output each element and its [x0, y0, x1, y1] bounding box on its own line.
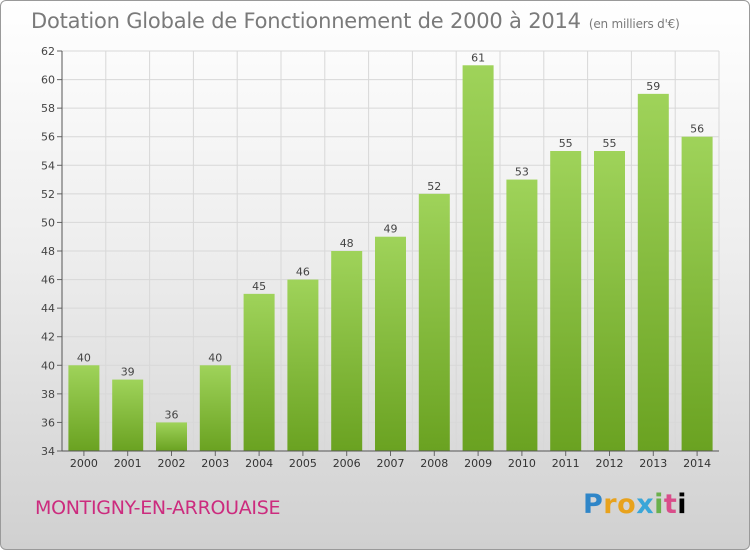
unit-label: (en milliers d'€) [588, 17, 680, 31]
y-tick-label: 40 [41, 359, 55, 372]
chart-title: Dotation Globale de Fonctionnement de 20… [31, 9, 680, 33]
x-tick-label: 2003 [201, 457, 229, 470]
y-tick-label: 36 [41, 416, 55, 429]
data-label: 45 [252, 280, 266, 293]
bar [506, 179, 538, 452]
x-tick-label: 2013 [639, 457, 667, 470]
bar [637, 93, 669, 451]
y-tick-label: 50 [41, 216, 55, 229]
x-tick-label: 2010 [508, 457, 536, 470]
y-tick-label: 42 [41, 331, 55, 344]
bar [112, 379, 144, 451]
bar [331, 251, 363, 451]
logo-letter: r [603, 489, 618, 520]
y-tick-label: 52 [41, 188, 55, 201]
data-label: 53 [515, 166, 529, 179]
x-tick-label: 2005 [289, 457, 317, 470]
axes: 34 36 38 40 42 44 46 48 50 52 54 56 58 60 62 2000 2001 20… [41, 45, 719, 470]
data-label: 55 [559, 137, 573, 150]
y-tick-label: 54 [41, 159, 55, 172]
bar [418, 193, 450, 451]
commune-name: MONTIGNY-EN-ARROUAISE [35, 497, 281, 519]
logo-letter: P [583, 489, 604, 520]
data-label: 61 [471, 51, 485, 64]
data-label: 49 [384, 223, 398, 236]
logo-letter: i [677, 489, 688, 520]
y-tick-label: 44 [41, 302, 55, 315]
bars: 40 39 36 40 45 46 48 49 52 61 53 55 55 59 56 [68, 51, 713, 452]
title-text: Dotation Globale de Fonctionnement de 20… [31, 9, 581, 33]
y-tick-label: 46 [41, 274, 55, 287]
x-tick-label: 2012 [596, 457, 624, 470]
x-tick-label: 2014 [683, 457, 711, 470]
logo-letter: o [617, 489, 637, 520]
data-label: 56 [690, 123, 704, 136]
y-tick-label: 60 [41, 74, 55, 87]
x-tick-label: 2009 [464, 457, 492, 470]
proxiti-logo: Proxiti [583, 489, 687, 520]
x-tick-label: 2006 [333, 457, 361, 470]
x-tick-label: 2004 [245, 457, 273, 470]
bar [68, 365, 100, 451]
bar [287, 279, 319, 451]
x-tick-label: 2001 [114, 457, 142, 470]
data-label: 59 [646, 80, 660, 93]
x-tick-label: 2000 [70, 457, 98, 470]
data-label: 40 [77, 351, 91, 364]
y-tick-label: 34 [41, 445, 55, 458]
bar [594, 151, 625, 451]
data-label: 39 [121, 366, 135, 379]
bar [156, 422, 187, 451]
bar [199, 365, 231, 451]
bar [243, 293, 275, 451]
y-tick-label: 38 [41, 388, 55, 401]
x-tick-label: 2011 [552, 457, 580, 470]
data-label: 52 [427, 180, 441, 193]
logo-letter: t [663, 489, 678, 520]
x-tick-label: 2008 [420, 457, 448, 470]
data-label: 46 [296, 266, 310, 279]
data-label: 36 [165, 408, 179, 421]
y-tick-label: 58 [41, 102, 55, 115]
bar [462, 65, 494, 452]
y-tick-label: 62 [41, 45, 55, 58]
x-tick-label: 2002 [158, 457, 186, 470]
bar [681, 136, 713, 451]
y-tick-label: 56 [41, 131, 55, 144]
data-label: 40 [208, 351, 222, 364]
x-tick-label: 2007 [377, 457, 405, 470]
bar [550, 151, 582, 451]
data-label: 48 [340, 237, 354, 250]
bar [375, 236, 406, 451]
logo-letter: x [636, 489, 655, 520]
y-tick-label: 48 [41, 245, 55, 258]
logo-letter: i [654, 489, 664, 520]
data-label: 55 [603, 137, 617, 150]
